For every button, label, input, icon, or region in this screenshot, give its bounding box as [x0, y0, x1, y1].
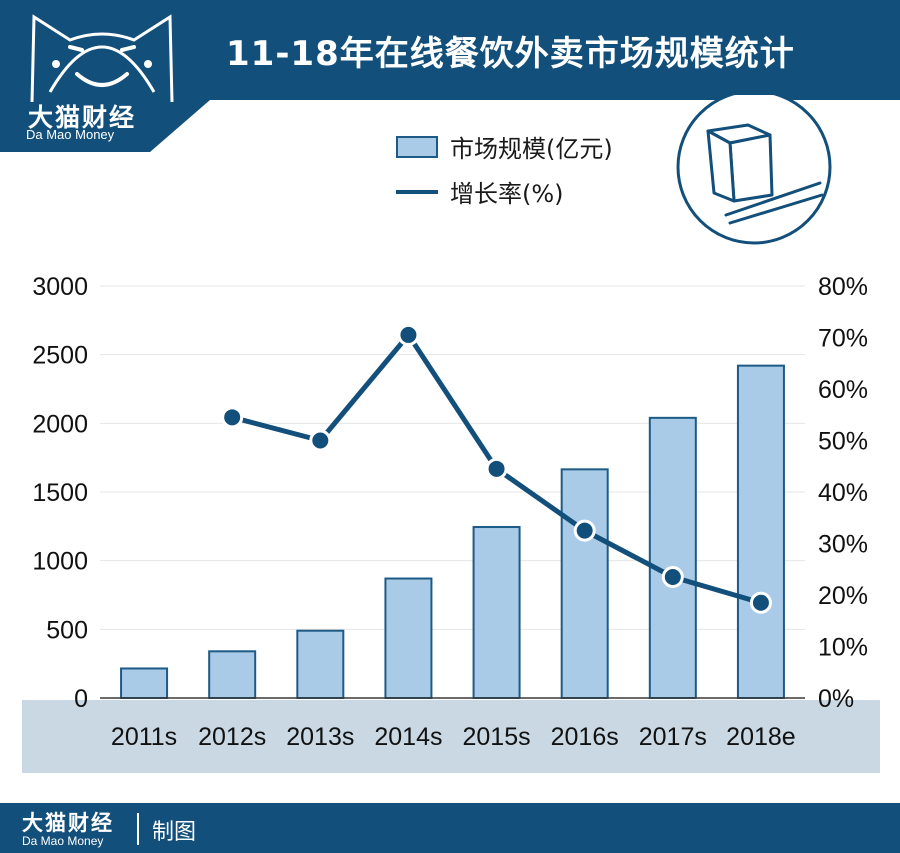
- legend-item-bar: 市场规模(亿元): [392, 124, 613, 169]
- footer-brand-english: Da Mao Money: [22, 834, 104, 848]
- y-left-tick-label: 1000: [32, 548, 88, 576]
- brand-logo: 大猫财经 Da Mao Money: [0, 0, 210, 152]
- legend-item-line: 增长率(%): [392, 169, 613, 214]
- x-axis-band: [22, 700, 880, 773]
- x-tick-label: 2017s: [639, 723, 707, 751]
- y-right-tick-label: 30%: [818, 531, 868, 559]
- growth-rate-point: [661, 565, 684, 588]
- footer-band: 大猫财经 Da Mao Money 制图: [0, 803, 900, 853]
- logo-brand-english: Da Mao Money: [26, 127, 115, 142]
- bar: [208, 650, 257, 699]
- y-right-tick-label: 0%: [818, 685, 854, 713]
- x-tick-label: 2016s: [551, 723, 619, 751]
- bar: [736, 364, 785, 699]
- y-right-tick-label: 10%: [818, 634, 868, 662]
- growth-rate-point: [397, 323, 420, 346]
- bar: [296, 629, 345, 699]
- page-title: 11-18年在线餐饮外卖市场规模统计: [226, 34, 795, 74]
- y-left-tick-label: 1500: [32, 479, 88, 507]
- x-tick-label: 2011s: [111, 723, 177, 751]
- y-left-tick-label: 3000: [32, 273, 88, 301]
- y-right-tick-label: 40%: [818, 479, 868, 507]
- x-tick-label: 2012s: [198, 723, 266, 751]
- y-left-tick-label: 2000: [32, 410, 88, 438]
- cat-logo-icon: [30, 14, 174, 103]
- x-tick-label: 2014s: [374, 723, 442, 751]
- growth-rate-point: [221, 406, 244, 429]
- legend-bar-swatch: [396, 135, 438, 158]
- legend-line-label: 增长率(%): [450, 180, 564, 208]
- legend-line-swatch: [396, 189, 438, 194]
- growth-rate-point: [573, 519, 596, 542]
- growth-rate-point: [309, 429, 332, 452]
- takeout-box-icon: [676, 95, 832, 245]
- y-right-tick-label: 60%: [818, 376, 868, 404]
- y-right-tick-label: 20%: [818, 582, 868, 610]
- growth-rate-point: [485, 457, 508, 480]
- bar: [120, 667, 169, 699]
- logo-brand-name: 大猫财经: [28, 103, 137, 132]
- y-left-tick-label: 0: [74, 685, 88, 713]
- footer-brand-name: 大猫财经: [22, 811, 114, 835]
- bar: [560, 468, 609, 699]
- y-right-tick-label: 70%: [818, 325, 868, 353]
- bar: [472, 526, 521, 700]
- x-tick-label: 2018e: [726, 723, 796, 751]
- x-tick-label: 2015s: [463, 723, 531, 751]
- y-left-tick-label: 2500: [32, 342, 88, 370]
- legend-bar-label: 市场规模(亿元): [450, 135, 613, 163]
- footer-divider: [137, 813, 139, 845]
- chart-legend: 市场规模(亿元) 增长率(%): [392, 124, 613, 214]
- footer-credit: 制图: [152, 820, 197, 845]
- x-tick-label: 2013s: [286, 723, 354, 751]
- bar: [384, 577, 433, 700]
- market-size-chart: 0 500 1000 1500 2000 2500 3000 0% 10% 20% 30% 40% 50…: [32, 273, 868, 751]
- y-left-tick-label: 500: [46, 616, 88, 644]
- bar: [648, 416, 697, 699]
- y-right-tick-label: 80%: [818, 273, 868, 301]
- growth-rate-point: [749, 591, 772, 614]
- y-right-tick-label: 50%: [818, 428, 868, 456]
